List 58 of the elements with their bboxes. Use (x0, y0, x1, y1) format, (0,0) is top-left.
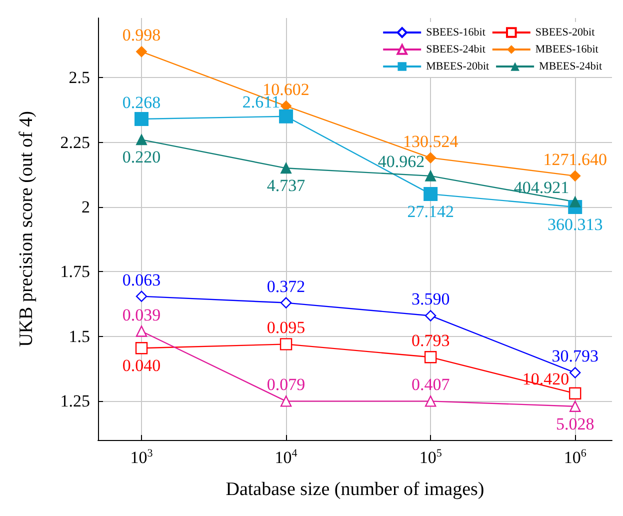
point (570, 196, 581, 208)
point (570, 400, 581, 412)
annotation: 0.079 (266, 375, 306, 394)
point (424, 187, 438, 202)
point (136, 46, 148, 58)
annotation: 360.313 (547, 214, 603, 234)
point (136, 134, 148, 146)
point (424, 310, 436, 322)
annotation: 0.039 (122, 305, 161, 324)
annotation: 27.142 (407, 202, 454, 222)
annotation: 0.220 (122, 148, 161, 167)
annotation: 10.420 (522, 369, 570, 388)
annotation: 4.737 (266, 176, 306, 196)
annotation: 0.063 (122, 270, 161, 290)
point (280, 396, 292, 407)
annotation: 130.524 (402, 132, 459, 151)
legend-label: MBEES-24bit (539, 60, 602, 72)
legend-label: MBEES-16bit (535, 44, 598, 56)
annotation: 0.793 (411, 331, 450, 350)
y-tick-label: 1.5 (68, 326, 90, 346)
y-tick-label: 1.25 (60, 392, 90, 411)
annotation: 0.407 (411, 375, 450, 394)
point (570, 367, 581, 378)
point (280, 338, 292, 350)
annotation: 5.028 (556, 414, 594, 434)
y-axis-title: UKB precision score (out of 4) (16, 111, 37, 347)
legend-label: MBEES-20bit (426, 60, 490, 72)
point (570, 170, 581, 182)
y-tick-label: 2.5 (68, 68, 90, 88)
point (136, 290, 148, 302)
annotation: 40.962 (378, 152, 425, 171)
annotation: 3.590 (411, 290, 450, 309)
point (134, 112, 149, 126)
point (424, 396, 436, 407)
legend-label: SBEES-16bit (426, 26, 486, 38)
annotation: 0.040 (122, 356, 161, 376)
annotation: 0.998 (122, 26, 161, 45)
annotation: 1271.640 (543, 150, 607, 169)
point (280, 162, 292, 174)
point (569, 387, 582, 400)
legend-label: SBEES-20bit (535, 26, 595, 38)
annotation: 404.921 (514, 178, 570, 197)
legend-label: SBEES-24bit (426, 44, 486, 56)
y-tick-label: 1.75 (60, 262, 90, 282)
annotation: 0.372 (266, 276, 306, 296)
point (425, 152, 436, 164)
point (424, 351, 437, 364)
point (135, 342, 148, 354)
x-axis-title: Database size (number of images) (226, 479, 484, 500)
annotation: 0.095 (266, 318, 306, 338)
point (280, 297, 292, 308)
point (279, 109, 294, 124)
annotation: 30.793 (552, 346, 598, 366)
y-tick-label: 2 (82, 197, 90, 216)
y-tick-label: 2.25 (60, 132, 90, 152)
point (136, 326, 148, 337)
annotation: 0.268 (122, 92, 161, 112)
point (425, 170, 436, 182)
